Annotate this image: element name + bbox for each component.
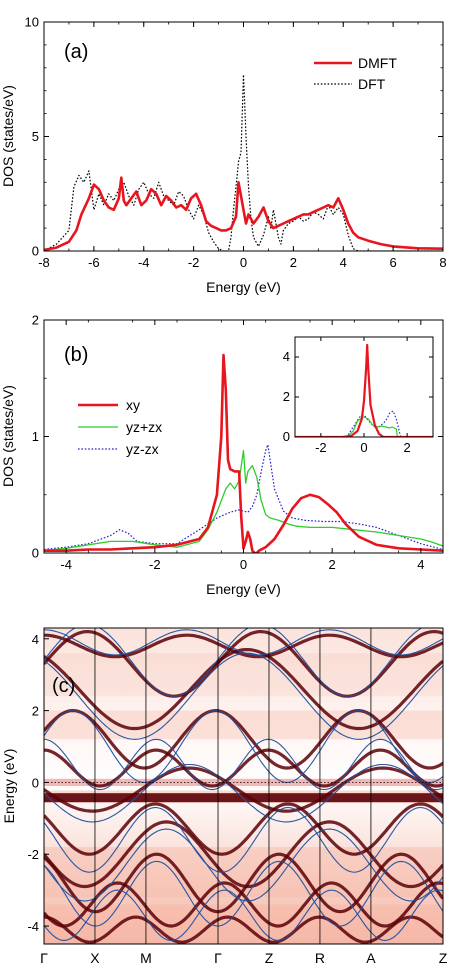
- dft-band: [44, 860, 443, 927]
- x-tick-label: 0: [240, 255, 247, 270]
- series-line-dmft: [44, 176, 443, 251]
- panel-c-ylabel: Energy (eV): [1, 749, 17, 824]
- panel-c-ticks: Γ X M Γ Z R A Z -4 -2 0 2 4: [27, 632, 447, 966]
- flat-band: [44, 793, 443, 803]
- x-tick-label: -2: [188, 255, 200, 270]
- y-tick-label: 4: [32, 632, 39, 647]
- legend-label-xy: xy: [126, 397, 140, 413]
- panel-c-frame: [43, 627, 444, 945]
- panel-b-inset: -2 0 2 0 2 4: [283, 336, 434, 455]
- panel-c: Γ X M Γ Z R A Z -4 -2 0 2 4 (c) Energy (eV): [1, 627, 448, 966]
- dmft-band: [44, 748, 443, 788]
- dft-band: [44, 763, 443, 823]
- kpoint-label: Z: [439, 950, 448, 966]
- dmft-band: [44, 802, 443, 856]
- legend-label-dft: DFT: [358, 76, 386, 92]
- x-tick-label: 2: [290, 255, 297, 270]
- y-tick-label: 0: [283, 429, 290, 444]
- incoherent-band: [44, 904, 443, 934]
- dft-band: [44, 828, 443, 902]
- y-tick-label: -4: [27, 919, 39, 934]
- panel-b-ticks: -4 -2 0 2 4 0 1 2: [32, 313, 444, 572]
- y-tick-label: 10: [25, 15, 39, 30]
- panel-c-kpoint-lines: [94, 628, 372, 944]
- x-tick-label: -2: [315, 440, 327, 455]
- dft-band: [44, 652, 443, 740]
- dmft-band: [44, 708, 443, 770]
- dft-band: [44, 629, 443, 656]
- kpoint-label: Γ: [214, 950, 222, 966]
- y-tick-label: -2: [27, 847, 39, 862]
- y-tick-label: 2: [32, 704, 39, 719]
- panel-c-label: (c): [52, 675, 75, 697]
- dmft-band: [44, 629, 443, 698]
- y-tick-label: 1: [32, 429, 39, 444]
- y-tick-label: 2: [32, 313, 39, 328]
- kpoint-label: M: [140, 950, 152, 966]
- panel-b-label: (b): [64, 344, 88, 366]
- panel-b-series: [44, 353, 443, 553]
- dmft-band: [44, 766, 443, 813]
- dft-band: [44, 738, 443, 791]
- dft-band: [44, 628, 423, 697]
- legend-label-yz-plus-zx: yz+zx: [126, 419, 162, 435]
- x-tick-label: -2: [149, 557, 161, 572]
- panel-b: -4 -2 0 2 4 0 1 2 (b) xy yz+zx yz-zx -2 0 2 0 2 4 En…: [0, 313, 444, 597]
- x-tick-label: 0: [240, 557, 247, 572]
- kpoint-label: R: [315, 950, 325, 966]
- dmft-band: [44, 647, 443, 731]
- x-tick-label: -6: [88, 255, 100, 270]
- panel-c-spectral-map: [44, 628, 443, 944]
- panel-a: -8 -6 -4 -2 0 2 4 6 8 0 5 10 (a) DMFT DFT Energy (e…: [0, 15, 447, 295]
- kpoint-label: Z: [265, 950, 274, 966]
- panel-a-xlabel: Energy (eV): [206, 279, 281, 295]
- y-tick-label: 4: [283, 349, 290, 364]
- inset-ticks: -2 0 2 0 2 4: [283, 337, 433, 455]
- dft-band: [44, 806, 443, 873]
- series-line-dft: [44, 74, 443, 251]
- panel-a-ticks: -8 -6 -4 -2 0 2 4 6 8 0 5 10: [25, 15, 447, 270]
- panel-a-series: [44, 74, 443, 251]
- panel-b-xlabel: Energy (eV): [206, 581, 281, 597]
- x-tick-label: -8: [38, 255, 50, 270]
- x-tick-label: -4: [138, 255, 150, 270]
- kpoint-label: X: [90, 950, 100, 966]
- x-tick-label: 0: [360, 440, 367, 455]
- x-tick-label: -4: [60, 557, 72, 572]
- panel-a-label: (a): [64, 41, 88, 63]
- dmft-band: [44, 915, 443, 944]
- x-tick-label: 8: [439, 255, 446, 270]
- series-line-xy: [295, 343, 433, 437]
- x-tick-label: 2: [404, 440, 411, 455]
- series-line-xy: [44, 353, 443, 553]
- y-tick-label: 5: [32, 129, 39, 144]
- x-tick-label: 4: [340, 255, 347, 270]
- kpoint-label: Γ: [40, 950, 48, 966]
- legend-label-dmft: DMFT: [358, 55, 397, 71]
- dmft-band: [44, 820, 443, 889]
- incoherent-band: [44, 653, 443, 697]
- x-tick-label: 2: [329, 557, 336, 572]
- kpoint-label: A: [366, 950, 376, 966]
- dmft-band: [44, 633, 443, 659]
- panel-b-ylabel: DOS (states/eV): [0, 385, 16, 487]
- inset-series: [295, 343, 433, 437]
- y-tick-label: 0: [32, 775, 39, 790]
- panel-a-legend: DMFT DFT: [314, 55, 397, 92]
- panel-a-ylabel: DOS (states/eV): [0, 85, 16, 187]
- y-tick-label: 0: [32, 546, 39, 561]
- dft-band: [44, 889, 443, 941]
- legend-label-yz-minus-zx: yz-zx: [126, 441, 159, 457]
- y-tick-label: 2: [283, 389, 290, 404]
- y-tick-label: 0: [32, 244, 39, 259]
- spectral-bands: [44, 628, 443, 944]
- x-tick-label: 4: [417, 557, 424, 572]
- dft-band: [44, 710, 443, 783]
- panel-b-legend: xy yz+zx yz-zx: [78, 397, 162, 457]
- x-tick-label: 6: [390, 255, 397, 270]
